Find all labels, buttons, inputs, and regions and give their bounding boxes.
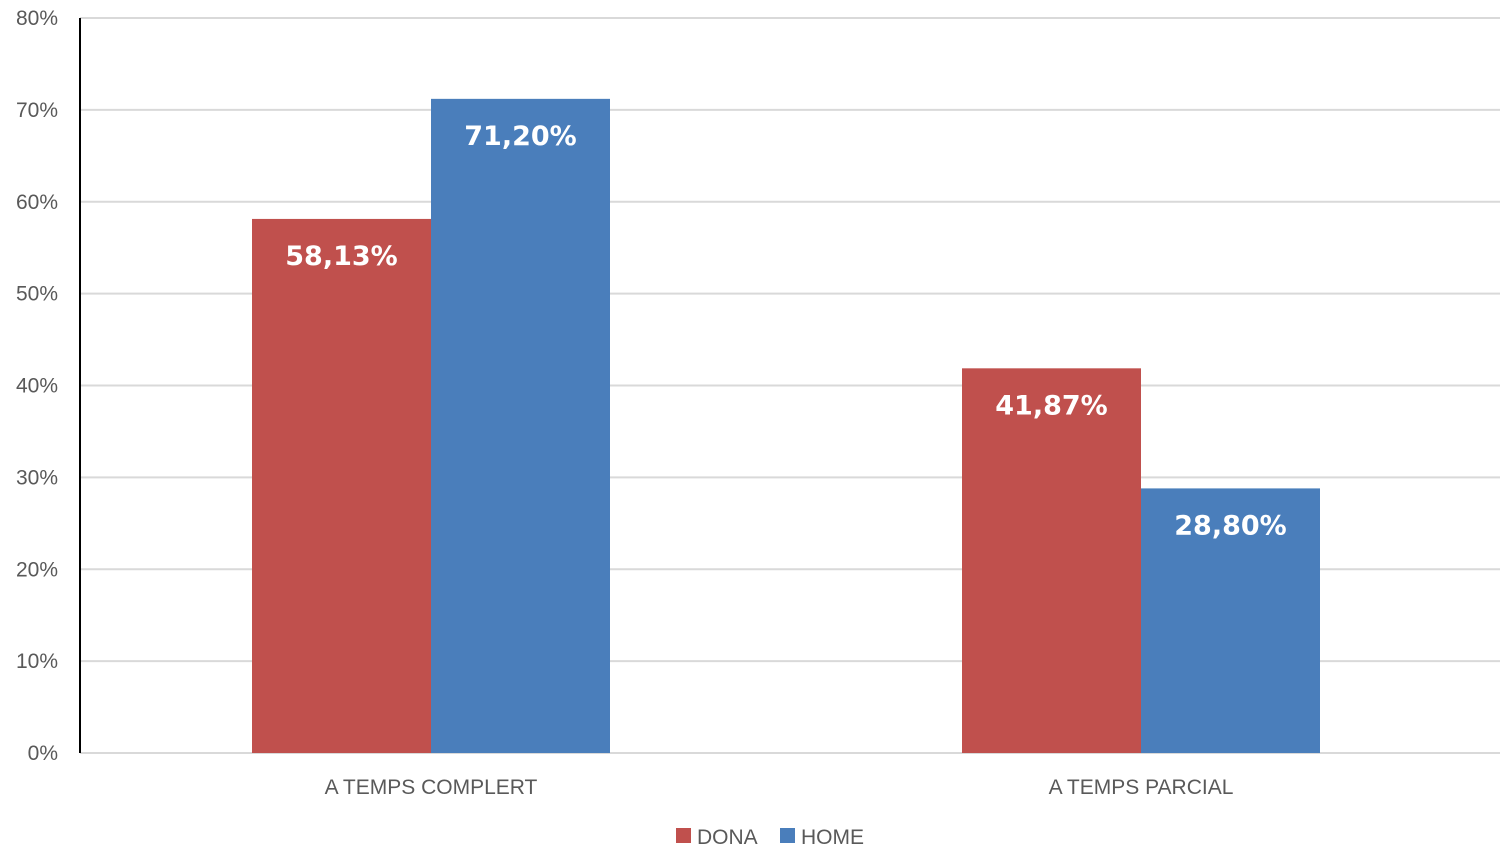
y-tick-label: 50% bbox=[16, 283, 58, 306]
y-tick-label: 20% bbox=[16, 558, 58, 581]
y-axis-tick-labels: 0% 10% 20% 30% 40% 50% 60% 70% 80% bbox=[16, 7, 58, 765]
legend: DONA HOME bbox=[676, 826, 864, 849]
bar-home bbox=[431, 98, 610, 754]
data-label-home: 28,80% bbox=[1174, 510, 1286, 541]
y-tick-label: 60% bbox=[16, 191, 58, 214]
data-label-dona: 58,13% bbox=[285, 241, 397, 272]
legend-label-dona: DONA bbox=[697, 826, 758, 849]
y-tick-label: 30% bbox=[16, 466, 58, 489]
x-category-label: A TEMPS COMPLERT bbox=[325, 776, 538, 799]
data-label-dona: 41,87% bbox=[995, 390, 1107, 421]
x-category-label: A TEMPS PARCIAL bbox=[1049, 776, 1234, 799]
legend-label-home: HOME bbox=[801, 826, 864, 849]
legend-swatch-home bbox=[780, 828, 795, 843]
y-tick-label: 10% bbox=[16, 650, 58, 673]
bars bbox=[252, 98, 1320, 754]
bar-dona bbox=[252, 218, 431, 754]
y-tick-label: 0% bbox=[28, 742, 58, 765]
x-axis-category-labels: A TEMPS COMPLERT A TEMPS PARCIAL bbox=[325, 776, 1234, 799]
data-labels: 58,13% 71,20% 41,87% 28,80% bbox=[285, 121, 1286, 542]
legend-swatch-dona bbox=[676, 828, 691, 843]
bar-dona bbox=[962, 368, 1141, 753]
bar-home bbox=[1141, 488, 1320, 753]
y-tick-label: 80% bbox=[16, 7, 58, 30]
data-label-home: 71,20% bbox=[464, 121, 576, 152]
y-tick-label: 70% bbox=[16, 99, 58, 122]
y-tick-label: 40% bbox=[16, 375, 58, 398]
